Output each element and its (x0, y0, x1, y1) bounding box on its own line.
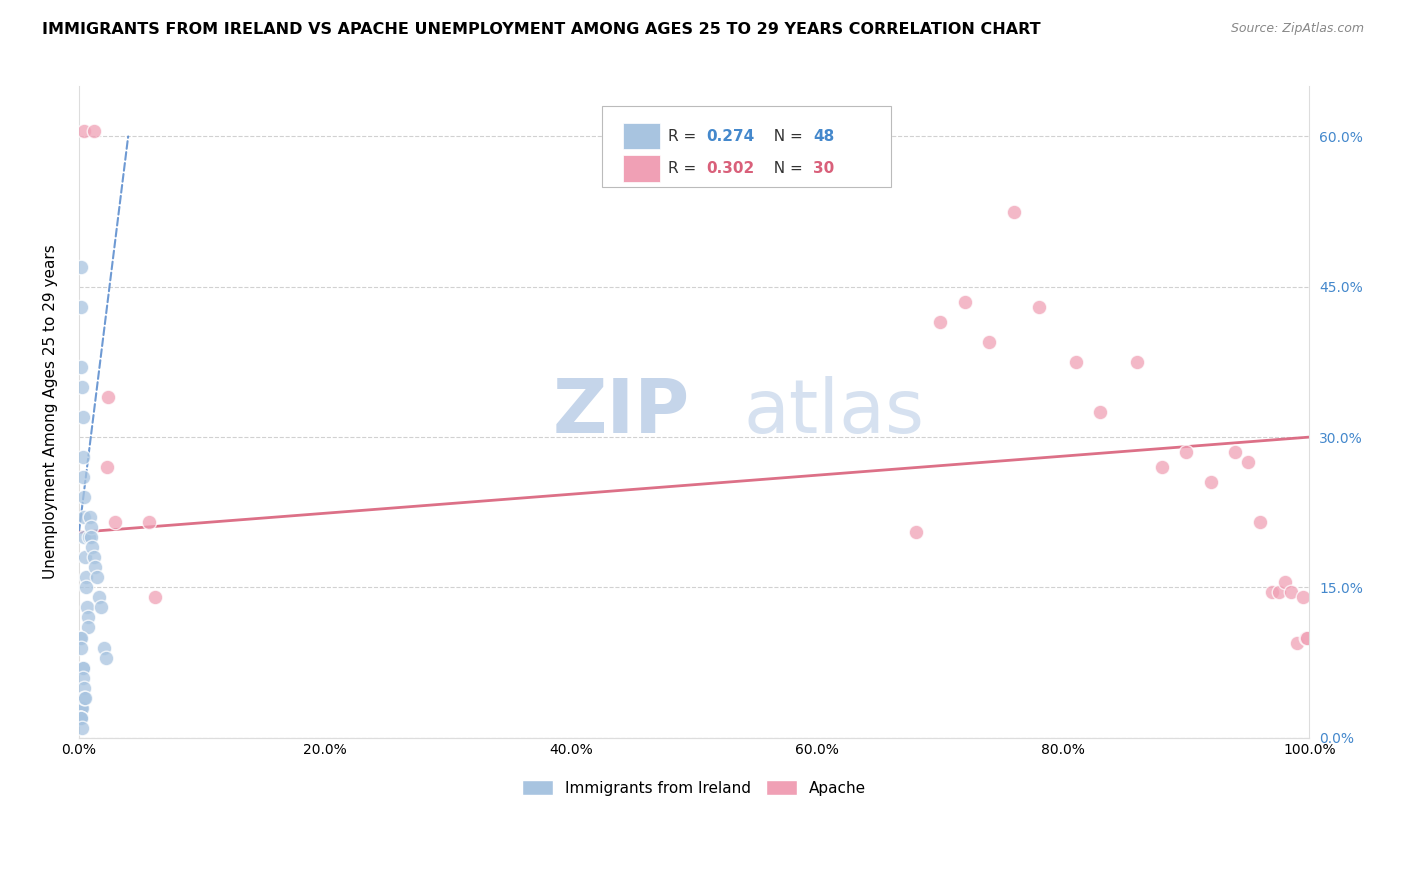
Point (77, 620, 100, 634)
Point (87, 591, 110, 605)
Point (70, 711, 93, 725)
Point (904, 525, 927, 540)
Point (1267, 585, 1289, 599)
Point (1295, 631, 1317, 645)
Point (70, 380, 93, 394)
Point (69, 711, 91, 725)
Point (1175, 445, 1198, 459)
Point (79, 520, 101, 534)
Point (93, 640, 115, 655)
Point (72, 660, 94, 674)
Point (75, 581, 97, 595)
Point (80, 530, 103, 544)
FancyBboxPatch shape (623, 123, 659, 149)
Point (1199, 475, 1222, 490)
Point (1274, 575, 1296, 590)
Text: N =: N = (765, 161, 808, 176)
Point (86, 570, 108, 584)
Point (73, 690, 96, 705)
Text: 0.302: 0.302 (706, 161, 755, 176)
Point (96, 460, 118, 475)
Text: 0.274: 0.274 (706, 128, 755, 144)
Point (73, 510, 96, 524)
Point (69, 711, 91, 725)
Y-axis label: Unemployment Among Ages 25 to 29 years: Unemployment Among Ages 25 to 29 years (44, 244, 58, 580)
Point (70, 700, 93, 714)
Point (69, 700, 91, 714)
Point (69, 711, 91, 725)
Point (94, 650, 117, 665)
Point (84, 560, 107, 574)
Point (73, 490, 96, 504)
Point (75, 690, 97, 705)
Point (83, 124, 105, 138)
Point (1088, 405, 1111, 419)
Point (69, 260, 91, 274)
Point (1285, 635, 1308, 649)
Point (1064, 355, 1087, 369)
FancyBboxPatch shape (623, 155, 659, 182)
Point (69, 711, 91, 725)
Point (69, 631, 91, 645)
Text: 30: 30 (814, 161, 835, 176)
Point (69, 711, 91, 725)
Point (90, 600, 112, 615)
Point (72, 450, 94, 464)
Point (1225, 445, 1247, 459)
Point (75, 550, 97, 565)
Legend: Immigrants from Ireland, Apache: Immigrants from Ireland, Apache (516, 773, 872, 802)
Point (143, 591, 166, 605)
Point (1292, 591, 1315, 605)
Point (75, 570, 97, 584)
Point (1261, 585, 1284, 599)
Point (72, 660, 94, 674)
Point (69, 631, 91, 645)
Point (73, 530, 96, 544)
Point (1126, 355, 1149, 369)
FancyBboxPatch shape (602, 106, 891, 187)
Text: R =: R = (668, 128, 702, 144)
Point (72, 410, 94, 425)
Point (70, 721, 93, 735)
Point (70, 640, 93, 655)
Text: R =: R = (668, 161, 702, 176)
Point (1279, 585, 1302, 599)
Point (929, 315, 952, 329)
Point (97, 390, 120, 404)
Point (79, 510, 101, 524)
Point (1028, 300, 1050, 314)
Point (1002, 204, 1025, 219)
Point (138, 516, 160, 530)
Point (69, 300, 91, 314)
Point (72, 470, 94, 484)
Point (1236, 455, 1258, 469)
Text: ZIP: ZIP (553, 376, 690, 449)
Point (76, 610, 98, 624)
Point (69, 711, 91, 725)
Point (1295, 631, 1317, 645)
Point (83, 550, 105, 565)
Text: 48: 48 (814, 128, 835, 144)
Text: atlas: atlas (744, 376, 924, 449)
Point (1150, 460, 1173, 475)
Point (953, 294, 976, 309)
Point (104, 516, 127, 530)
Point (73, 124, 96, 138)
Text: IMMIGRANTS FROM IRELAND VS APACHE UNEMPLOYMENT AMONG AGES 25 TO 29 YEARS CORRELA: IMMIGRANTS FROM IRELAND VS APACHE UNEMPL… (42, 22, 1040, 37)
Point (1249, 516, 1271, 530)
Point (73, 681, 96, 695)
Text: N =: N = (765, 128, 808, 144)
Point (979, 334, 1001, 349)
Point (76, 600, 98, 615)
Text: Source: ZipAtlas.com: Source: ZipAtlas.com (1230, 22, 1364, 36)
Point (77, 530, 100, 544)
Point (70, 700, 93, 714)
Point (70, 359, 93, 374)
Point (72, 671, 94, 685)
Point (82, 541, 104, 555)
